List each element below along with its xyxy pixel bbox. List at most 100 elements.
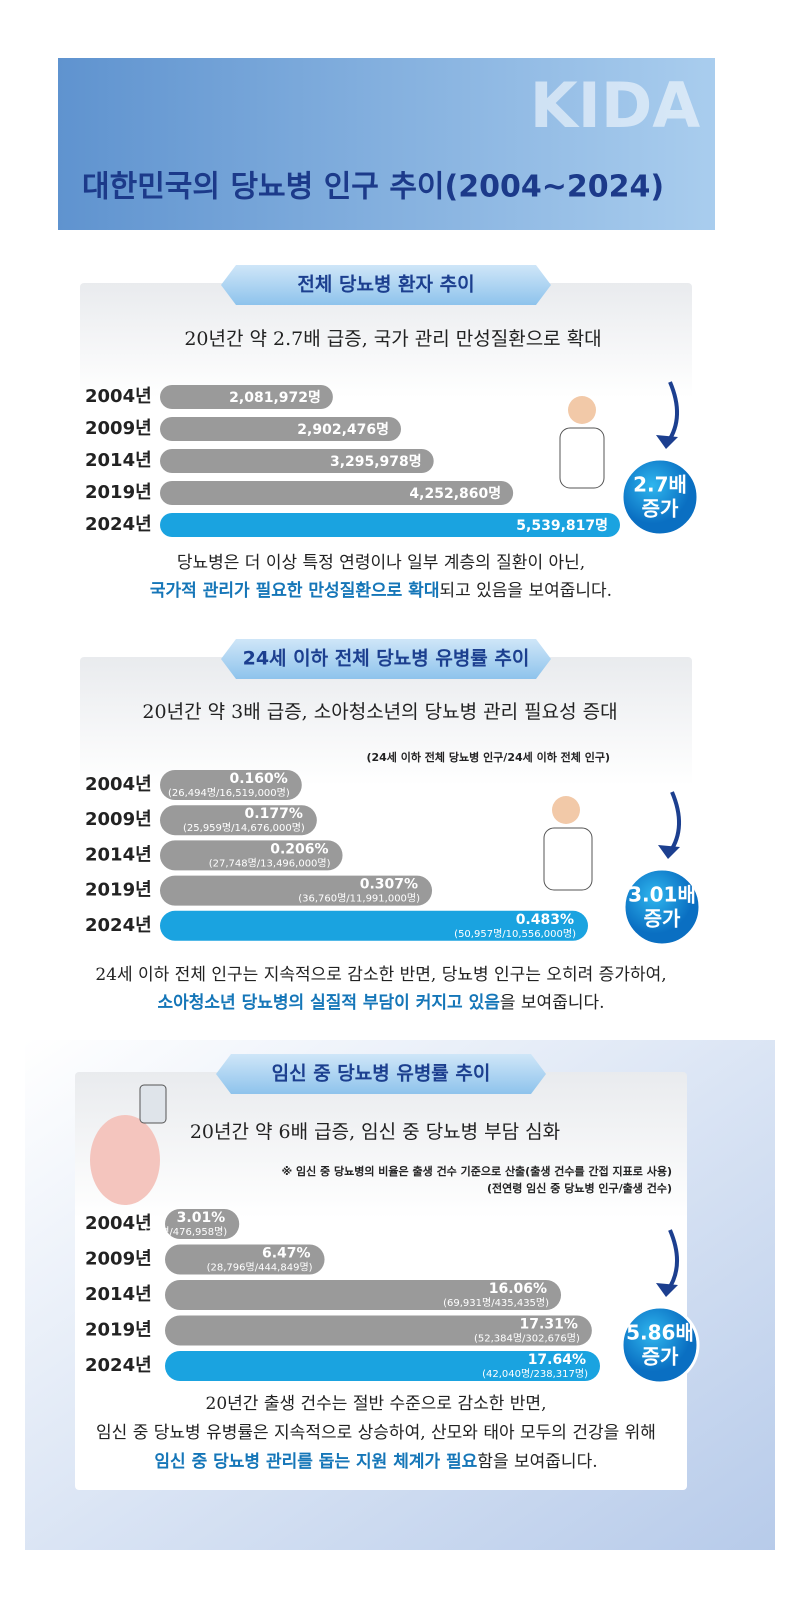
value-label: 6.47% <box>262 1246 311 1262</box>
bar <box>165 1280 562 1310</box>
year-label: 2004년 <box>85 386 152 407</box>
section-tab <box>221 265 551 305</box>
arrow-head <box>656 435 678 449</box>
bar <box>165 1315 592 1346</box>
value-label: 0.160% <box>229 771 287 787</box>
description-text: 되고 있음을 보여줍니다. <box>439 581 612 601</box>
description: 당뇨병은 더 이상 특정 연령이나 일부 계층의 질환이 아닌, <box>177 553 585 573</box>
year-label: 2009년 <box>85 1249 152 1270</box>
bar <box>160 910 588 941</box>
description-text: 임신 중 당뇨병 유병률은 지속적으로 상승하여, 산모와 태아 모두의 건강을… <box>96 1423 656 1443</box>
bar <box>160 513 620 537</box>
description-highlight: 임신 중 당뇨병 관리를 돕는 지원 체계가 필요 <box>154 1451 477 1472</box>
value-label: 0.177% <box>245 806 303 822</box>
bar <box>160 875 433 906</box>
section-title: 전체 당뇨병 환자 추이 <box>297 274 474 296</box>
bar <box>160 417 402 441</box>
note: (전연령 임신 중 당뇨병 인구/출생 건수) <box>487 1181 672 1195</box>
bar <box>160 385 333 409</box>
badge <box>620 1305 700 1385</box>
value-label: 17.64% <box>528 1352 586 1368</box>
year-label: 2019년 <box>85 1320 152 1341</box>
badge-text: 5.86배 <box>626 1321 694 1345</box>
value-label: 5,539,817명 <box>516 517 608 534</box>
value-sublabel: (28,796명/444,849명) <box>207 1262 313 1274</box>
value-label: 0.307% <box>360 877 418 893</box>
badge-text: 3.01배 <box>628 883 696 907</box>
description-text: 24세 이하 전체 인구는 지속적으로 감소한 반면, 당뇨병 인구는 오히려 … <box>95 965 666 985</box>
description: 20년간 출생 건수는 절반 수준으로 감소한 반면, <box>206 1394 547 1414</box>
year-label: 2024년 <box>85 915 152 936</box>
illustrations <box>90 396 605 1205</box>
arrow-head <box>656 1283 678 1297</box>
bar <box>160 805 317 836</box>
pregnant-woman <box>90 1115 160 1205</box>
value-sublabel: (50,957명/10,556,000명) <box>454 928 576 940</box>
year-label: 2009년 <box>85 418 152 439</box>
value-sublabel: (42,040명/238,317명) <box>482 1368 588 1380</box>
value-sublabel: (25,959명/14,676,000명) <box>183 822 305 834</box>
arrow-head <box>658 845 680 859</box>
badge-text: 증가 <box>644 907 681 931</box>
value-sublabel: (14,340명/476,958명) <box>121 1226 227 1238</box>
badge-text: 2.7배 <box>633 473 687 497</box>
description-text: 함을 보여줍니다. <box>477 1452 597 1472</box>
description: 임신 중 당뇨병 관리를 돕는 지원 체계가 필요함을 보여줍니다. <box>154 1451 597 1472</box>
value-sublabel: (27,748명/13,496,000명) <box>209 857 331 869</box>
doctor-head <box>568 396 596 424</box>
bar <box>160 449 434 473</box>
doctor-body <box>543 827 593 891</box>
bar <box>165 1244 325 1275</box>
description-text: 을 보여줍니다. <box>500 993 605 1013</box>
logo: KIDA <box>530 69 701 142</box>
doctor-head <box>552 796 580 824</box>
value-label: 4,252,860명 <box>409 485 501 502</box>
bar <box>160 840 343 871</box>
value-label: 17.31% <box>520 1317 578 1333</box>
year-label: 2004년 <box>85 1213 152 1234</box>
description-highlight: 국가적 관리가 필요한 만성질환으로 확대 <box>150 580 440 601</box>
description: 임신 중 당뇨병 유병률은 지속적으로 상승하여, 산모와 태아 모두의 건강을… <box>96 1423 656 1443</box>
note: (24세 이하 전체 당뇨병 인구/24세 이하 전체 인구) <box>366 750 610 764</box>
year-label: 2014년 <box>85 450 152 471</box>
value-sublabel: (36,760명/11,991,000명) <box>298 893 420 905</box>
bar <box>160 770 302 800</box>
description: 24세 이하 전체 인구는 지속적으로 감소한 반면, 당뇨병 인구는 오히려 … <box>95 965 666 985</box>
year-label: 2009년 <box>85 809 152 830</box>
year-label: 2014년 <box>85 1284 152 1305</box>
bar <box>165 1209 240 1239</box>
header-banner <box>58 58 715 230</box>
value-sublabel: (69,931명/435,435명) <box>443 1297 549 1309</box>
section-title: 24세 이하 전체 당뇨병 유병률 추이 <box>243 648 530 670</box>
bar <box>165 1351 600 1381</box>
description-text: 20년간 출생 건수는 절반 수준으로 감소한 반면, <box>206 1394 547 1414</box>
bar <box>160 481 514 505</box>
value-label: 2,081,972명 <box>229 389 321 406</box>
section-tab <box>221 639 551 679</box>
description-highlight: 소아청소년 당뇨병의 실질적 부담이 커지고 있음 <box>157 992 500 1013</box>
description: 국가적 관리가 필요한 만성질환으로 확대되고 있음을 보여줍니다. <box>150 580 612 601</box>
value-label: 2,902,476명 <box>297 421 389 438</box>
section-title: 임신 중 당뇨병 유병률 추이 <box>272 1063 491 1085</box>
value-label: 3.01% <box>177 1210 226 1226</box>
subtitle: 20년간 약 3배 급증, 소아청소년의 당뇨병 관리 필요성 증대 <box>142 701 617 723</box>
subtitle: 20년간 약 2.7배 급증, 국가 관리 만성질환으로 확대 <box>184 328 601 350</box>
value-label: 0.483% <box>516 912 574 928</box>
year-label: 2004년 <box>85 774 152 795</box>
year-label: 2024년 <box>85 514 152 535</box>
year-label: 2014년 <box>85 844 152 865</box>
value-label: 3,295,978명 <box>330 453 422 470</box>
note: ※ 임신 중 당뇨병의 비율은 출생 건수 기준으로 산출(출생 건수를 간접 … <box>281 1164 672 1178</box>
year-label: 2024년 <box>85 1355 152 1376</box>
badge-text: 증가 <box>642 497 679 521</box>
subtitle: 20년간 약 6배 급증, 임신 중 당뇨병 부담 심화 <box>190 1121 560 1143</box>
year-label: 2019년 <box>85 880 152 901</box>
value-sublabel: (52,384명/302,676명) <box>474 1333 580 1345</box>
section-tab <box>216 1054 546 1094</box>
value-label: 0.206% <box>270 841 328 857</box>
year-label: 2019년 <box>85 482 152 503</box>
glucose-meter <box>139 1084 167 1124</box>
value-sublabel: (26,494명/16,519,000명) <box>168 787 290 799</box>
doctor-body <box>559 427 605 489</box>
